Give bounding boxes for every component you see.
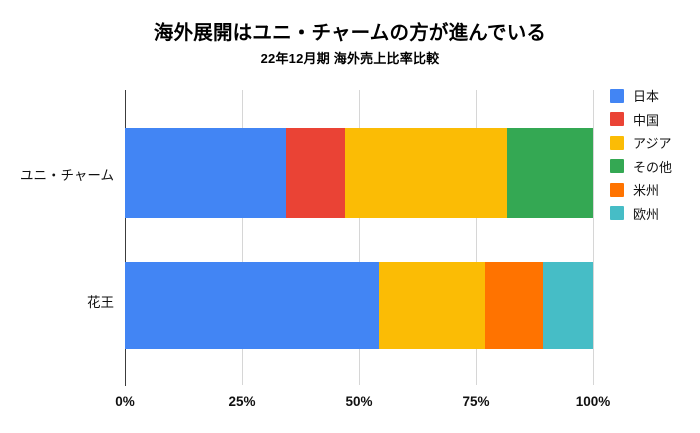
bar-segment[interactable] (506, 128, 593, 218)
bar-segment[interactable] (542, 262, 593, 349)
legend-swatch-icon (610, 135, 624, 150)
legend-item-label: 米州 (633, 183, 660, 199)
legend-swatch-icon (610, 206, 624, 221)
chart-subtitle: 22年12月期 海外売上比率比較 (260, 51, 440, 66)
gridline (476, 90, 477, 385)
legend-item-label: 中国 (633, 112, 660, 128)
legend-swatch-icon (610, 112, 624, 127)
legend-item-label: その他 (633, 159, 673, 175)
plot-area (125, 90, 594, 385)
legend-swatch-icon (610, 182, 624, 197)
legend-item[interactable]: アジア (610, 131, 672, 155)
legend-item[interactable]: その他 (610, 155, 672, 179)
bar-segment[interactable] (125, 262, 380, 349)
legend-item[interactable]: 欧州 (610, 202, 672, 226)
legend-item-label: 欧州 (633, 206, 660, 222)
bar-segment[interactable] (379, 262, 485, 349)
x-axis-tick-label: 50% (345, 394, 373, 409)
y-axis-line (125, 90, 127, 386)
x-axis-tick-label: 100% (575, 394, 611, 409)
bar-segment[interactable] (344, 128, 507, 218)
x-axis-tick-label: 75% (462, 394, 490, 409)
gridline (593, 90, 594, 385)
legend-swatch-icon (610, 159, 624, 174)
bar-segment[interactable] (125, 128, 286, 218)
x-axis-tick-label: 25% (228, 394, 256, 409)
legend-item[interactable]: 米州 (610, 178, 672, 202)
bar-kao[interactable] (125, 262, 593, 349)
legend-swatch-icon (610, 88, 624, 103)
y-axis-label: 花王 (87, 295, 114, 310)
bar-segment[interactable] (484, 262, 543, 349)
chart-legend: 日本中国アジアその他米州欧州 (610, 84, 672, 225)
y-axis-label: ユニ・チャーム (20, 168, 114, 183)
x-axis-tick-label: 0% (115, 394, 135, 409)
legend-item[interactable]: 日本 (610, 84, 672, 108)
chart-title: 海外展開はユニ・チャームの方が進んでいる (153, 22, 547, 44)
bar-unicharm[interactable] (125, 128, 593, 218)
bar-segment[interactable] (285, 128, 345, 218)
legend-item-label: 日本 (633, 89, 660, 105)
legend-item[interactable]: 中国 (610, 108, 672, 132)
gridline (242, 90, 243, 385)
gridline (359, 90, 360, 385)
legend-item-label: アジア (633, 136, 672, 152)
